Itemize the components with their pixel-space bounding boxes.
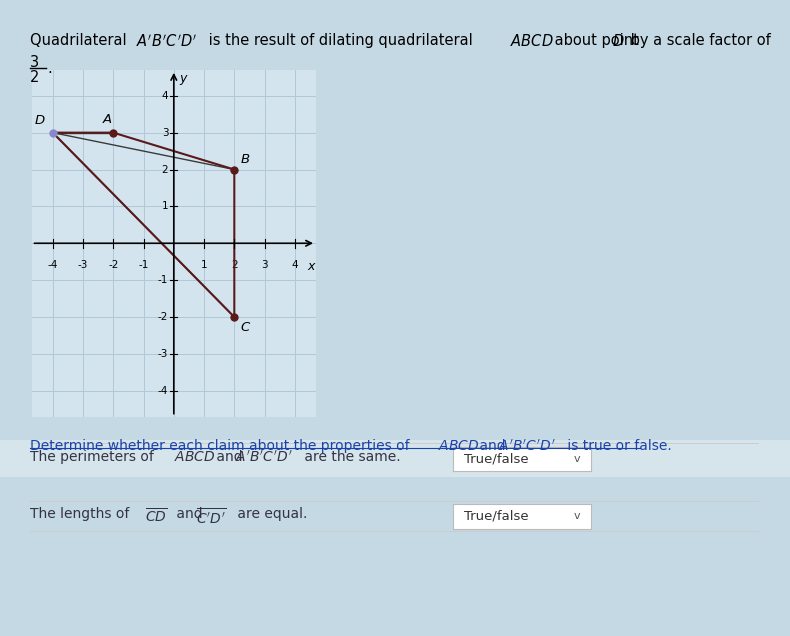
Text: are equal.: are equal. <box>233 507 307 521</box>
Text: -1: -1 <box>158 275 168 285</box>
Text: The perimeters of: The perimeters of <box>30 450 158 464</box>
Text: 4: 4 <box>162 91 168 100</box>
Text: 2: 2 <box>162 165 168 174</box>
Text: -1: -1 <box>138 260 149 270</box>
Text: $\overline{CD}$: $\overline{CD}$ <box>145 507 167 525</box>
Text: 3: 3 <box>261 260 268 270</box>
Text: 3: 3 <box>162 128 168 137</box>
Text: Determine whether each claim about the properties of: Determine whether each claim about the p… <box>30 439 414 453</box>
Text: and: and <box>172 507 207 521</box>
Text: is the result of dilating quadrilateral: is the result of dilating quadrilateral <box>204 33 477 48</box>
Text: $D$: $D$ <box>612 33 625 49</box>
Text: and: and <box>475 439 510 453</box>
Text: -4: -4 <box>158 386 168 396</box>
Text: are the same.: are the same. <box>300 450 401 464</box>
Text: $A'B'C'D'$: $A'B'C'D'$ <box>136 33 198 50</box>
Text: about point: about point <box>550 33 643 48</box>
Text: $ABCD$: $ABCD$ <box>438 439 479 453</box>
Text: B: B <box>240 153 250 166</box>
Text: -3: -3 <box>78 260 88 270</box>
Text: $ABCD$: $ABCD$ <box>174 450 215 464</box>
Text: 2: 2 <box>231 260 238 270</box>
Text: The lengths of: The lengths of <box>30 507 134 521</box>
Text: True/false: True/false <box>464 510 529 523</box>
Text: 2: 2 <box>30 70 40 85</box>
Text: 3: 3 <box>30 55 40 71</box>
Text: -2: -2 <box>158 312 168 322</box>
Text: A: A <box>103 113 111 126</box>
Text: -2: -2 <box>108 260 118 270</box>
Text: by a scale factor of: by a scale factor of <box>626 33 771 48</box>
Text: and: and <box>212 450 246 464</box>
Text: -4: -4 <box>47 260 58 270</box>
Text: v: v <box>574 511 581 522</box>
Text: $\overline{C'D'}$: $\overline{C'D'}$ <box>196 507 226 527</box>
Text: -3: -3 <box>158 349 168 359</box>
Text: .: . <box>47 60 52 76</box>
Text: C: C <box>240 321 250 334</box>
Text: is true or false.: is true or false. <box>563 439 672 453</box>
Text: $A'B'C'D'$: $A'B'C'D'$ <box>235 450 292 465</box>
Text: D: D <box>35 114 45 127</box>
Text: 1: 1 <box>162 202 168 211</box>
Text: 1: 1 <box>201 260 207 270</box>
Text: y: y <box>179 72 186 85</box>
Text: Quadrilateral: Quadrilateral <box>30 33 131 48</box>
Text: True/false: True/false <box>464 453 529 466</box>
Text: x: x <box>307 260 314 273</box>
Text: 4: 4 <box>292 260 298 270</box>
Text: $A'B'C'D'$: $A'B'C'D'$ <box>498 439 555 454</box>
Text: $ABCD$: $ABCD$ <box>510 33 554 49</box>
Text: v: v <box>574 454 581 464</box>
